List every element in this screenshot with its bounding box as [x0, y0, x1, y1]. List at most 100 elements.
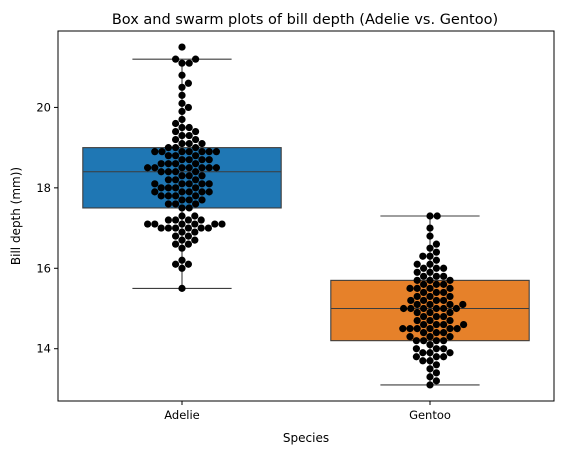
x-axis-label: Species	[283, 431, 329, 445]
swarm-point	[459, 301, 466, 308]
swarm-point	[151, 188, 158, 195]
swarm-point	[178, 84, 185, 91]
swarm-point	[158, 224, 165, 231]
swarm-point	[186, 180, 193, 187]
swarm-point	[172, 168, 179, 175]
swarm-point	[414, 325, 421, 332]
swarm-point	[440, 353, 447, 360]
swarm-point	[413, 337, 420, 344]
swarm-point	[213, 164, 220, 171]
swarm-point	[185, 233, 192, 240]
swarm-point	[158, 168, 165, 175]
swarm-point	[172, 176, 179, 183]
y-tick-label: 20	[36, 100, 51, 114]
swarm-point	[178, 237, 185, 244]
swarm-point	[406, 333, 413, 340]
swarm-point	[178, 172, 185, 179]
swarm-point	[144, 220, 151, 227]
swarm-point	[192, 200, 199, 207]
swarm-point	[426, 277, 433, 284]
swarm-point	[192, 144, 199, 151]
swarm-point	[414, 317, 421, 324]
swarm-point	[172, 200, 179, 207]
swarm-point	[433, 281, 440, 288]
swarm-point	[406, 325, 413, 332]
swarm-point	[433, 265, 440, 272]
swarm-point	[198, 164, 205, 171]
swarm-point	[420, 273, 427, 280]
swarm-point	[186, 148, 193, 155]
swarm-point	[414, 269, 421, 276]
swarm-point	[440, 345, 447, 352]
swarm-point	[414, 309, 421, 316]
swarm-point	[178, 124, 185, 131]
swarm-point	[178, 132, 185, 139]
swarm-point	[165, 216, 172, 223]
swarm-point	[440, 305, 447, 312]
swarm-point	[185, 261, 192, 268]
y-axis: 14 16 18 20	[36, 100, 58, 355]
swarm-point	[158, 184, 165, 191]
swarm-point	[420, 313, 427, 320]
swarm-point	[426, 349, 433, 356]
swarm-point	[400, 305, 407, 312]
x-tick-label: Gentoo	[409, 408, 451, 422]
swarm-point	[433, 377, 440, 384]
swarm-point	[426, 373, 433, 380]
swarm-point	[407, 297, 414, 304]
swarm-point	[440, 337, 447, 344]
swarm-point	[198, 156, 205, 163]
swarm-point	[191, 220, 198, 227]
x-axis: Adelie Gentoo	[164, 401, 451, 422]
swarm-point	[426, 253, 433, 260]
swarm-point	[206, 156, 213, 163]
swarm-point	[178, 140, 185, 147]
swarm-point	[406, 285, 413, 292]
swarm-point	[178, 196, 185, 203]
swarm-point	[433, 313, 440, 320]
swarm-point	[192, 128, 199, 135]
swarm-point	[192, 152, 199, 159]
swarm-point	[192, 192, 199, 199]
swarm-point	[433, 289, 440, 296]
swarm-point	[198, 188, 205, 195]
y-tick-label: 14	[36, 342, 51, 356]
swarm-point	[426, 341, 433, 348]
swarm-point	[433, 329, 440, 336]
swarm-point	[419, 349, 426, 356]
swarm-point	[414, 293, 421, 300]
swarm-point	[186, 124, 193, 131]
swarm-point	[211, 220, 218, 227]
swarm-point	[198, 172, 205, 179]
swarm-point	[151, 180, 158, 187]
swarm-point	[178, 116, 185, 123]
swarm-point	[426, 285, 433, 292]
swarm-point	[198, 180, 205, 187]
swarm-point	[178, 265, 185, 272]
swarm-point	[433, 241, 440, 248]
swarm-point	[433, 345, 440, 352]
swarm-point	[178, 188, 185, 195]
swarm-point	[172, 241, 179, 248]
swarm-point	[414, 277, 421, 284]
swarm-point	[178, 245, 185, 252]
swarm-point	[178, 220, 185, 227]
swarm-point	[192, 56, 199, 63]
swarm-point	[172, 56, 179, 63]
swarm-point	[460, 321, 467, 328]
swarm-point	[192, 176, 199, 183]
swarm-point	[446, 333, 453, 340]
swarm-point	[151, 148, 158, 155]
swarm-point	[158, 160, 165, 167]
swarm-point	[446, 325, 453, 332]
swarm-point	[192, 168, 199, 175]
swarm-point	[165, 168, 172, 175]
swarm-point	[178, 92, 185, 99]
chart-title: Box and swarm plots of bill depth (Adeli…	[112, 12, 498, 28]
swarm-point	[165, 176, 172, 183]
swarm-point	[440, 289, 447, 296]
swarm-point	[420, 321, 427, 328]
y-tick-label: 18	[36, 181, 51, 195]
swarm-point	[186, 188, 193, 195]
